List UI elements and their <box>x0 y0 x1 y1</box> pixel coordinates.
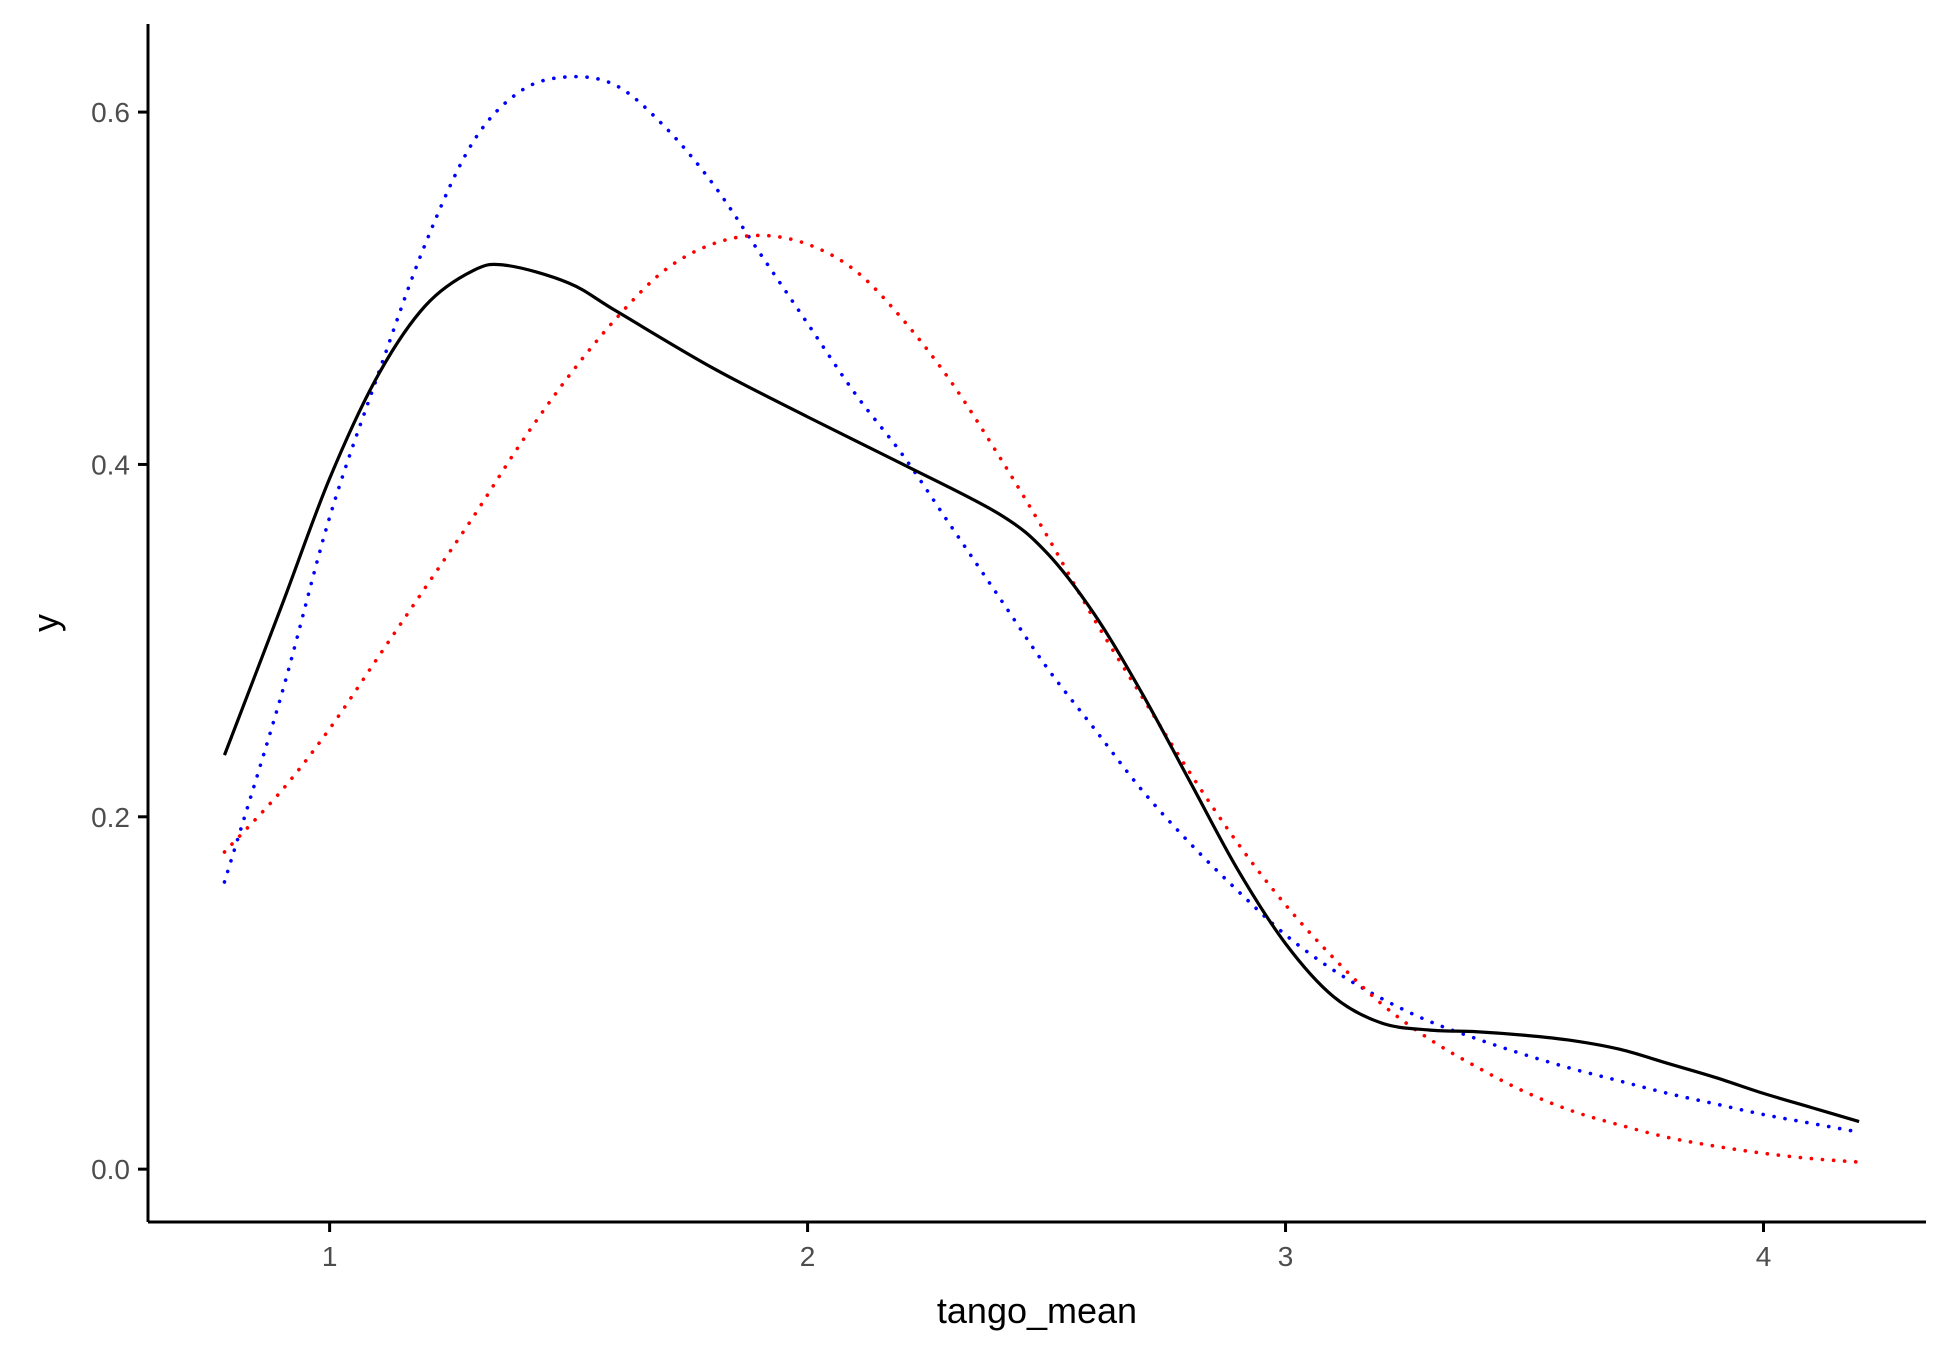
y-tick-label: 0.4 <box>91 449 130 480</box>
series-line-2 <box>222 74 1861 1134</box>
x-tick-label: 3 <box>1278 1241 1294 1272</box>
y-tick-label: 0.2 <box>91 802 130 833</box>
x-tick-label: 4 <box>1756 1241 1772 1272</box>
x-tick-label: 1 <box>322 1241 338 1272</box>
y-tick-label: 0.0 <box>91 1154 130 1185</box>
y-axis-ticks: 0.0 0.2 0.4 0.6 <box>91 97 148 1185</box>
x-axis-ticks: 1 2 3 4 <box>322 1222 1771 1272</box>
x-axis-title: tango_mean <box>937 1290 1137 1331</box>
series-layer <box>222 74 1861 1164</box>
y-axis-title: y <box>25 614 66 632</box>
y-tick-label: 0.6 <box>91 97 130 128</box>
series-line-3 <box>222 233 1861 1164</box>
series-line-1 <box>222 262 1860 1124</box>
x-tick-label: 2 <box>800 1241 816 1272</box>
